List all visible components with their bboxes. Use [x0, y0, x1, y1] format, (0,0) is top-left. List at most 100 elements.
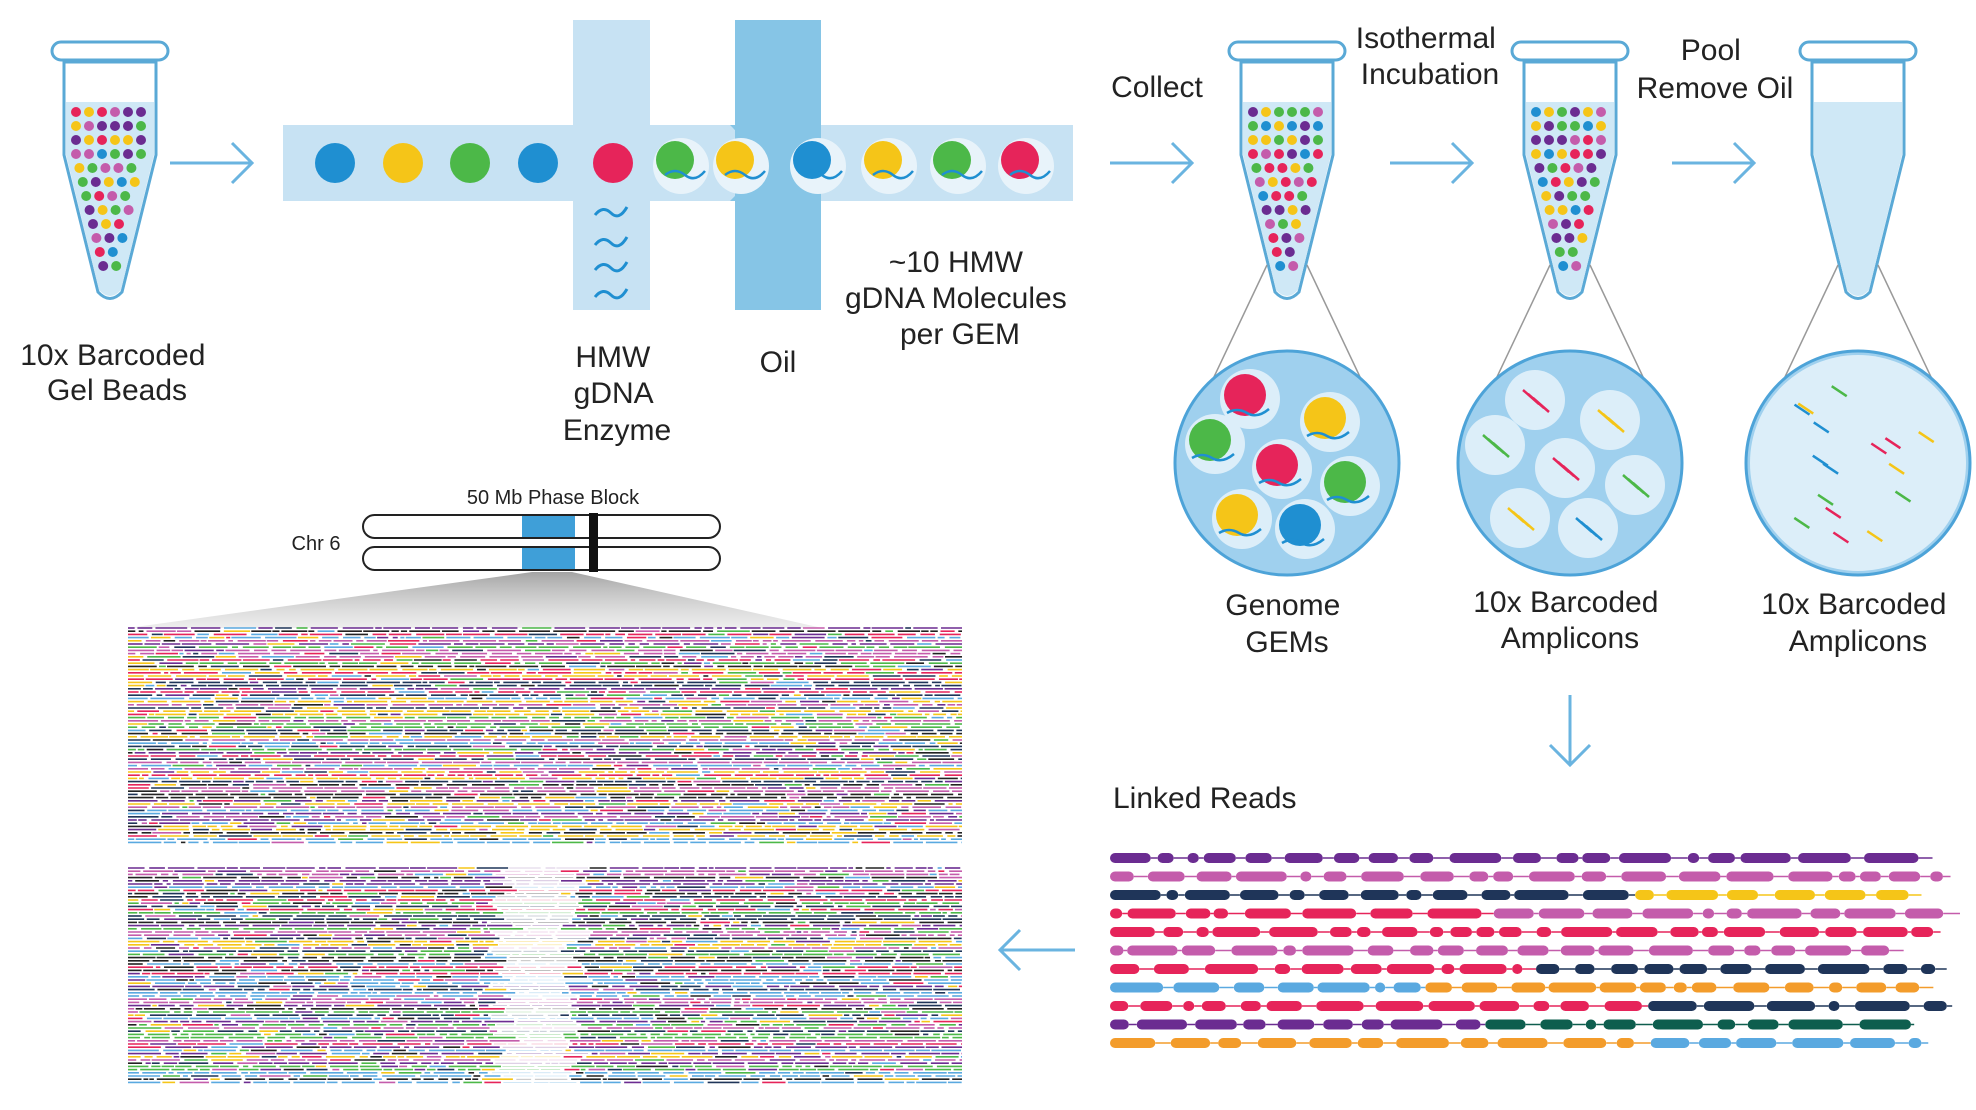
incubation-tube — [1510, 40, 1630, 300]
arrow-right-4 — [1672, 141, 1757, 185]
linked-read-segment — [1284, 853, 1323, 863]
linked-read-segment — [1585, 1019, 1597, 1030]
linked-read-segment — [1127, 908, 1176, 919]
gel-bead — [1254, 177, 1265, 187]
gel-bead — [1251, 163, 1262, 173]
gel-bead — [1275, 261, 1286, 271]
linked-read-segment — [1774, 890, 1816, 900]
gel-bead — [110, 135, 120, 145]
gel-bead — [1300, 121, 1310, 131]
linked-read-segment — [1560, 945, 1595, 956]
gel-bead — [1583, 135, 1593, 145]
linked-read-segment — [1703, 1001, 1755, 1011]
linked-read-segment — [1196, 927, 1209, 937]
gel-beads-tube — [50, 40, 170, 300]
linked-read-segment — [1639, 982, 1666, 993]
linked-read-segment — [1356, 927, 1371, 937]
gel-bead — [1313, 149, 1323, 159]
pooled-tube — [1798, 40, 1918, 300]
linked-read-segment — [1110, 1001, 1129, 1011]
linked-read-segment — [1374, 982, 1386, 993]
linked-read-segment — [1195, 1019, 1237, 1030]
linked-read-segment — [1409, 945, 1434, 956]
linked-read-segment — [1687, 853, 1700, 863]
linked-read-segment — [1425, 982, 1453, 993]
linked-read-segment — [1698, 1038, 1732, 1048]
linked-read-segment — [1642, 908, 1694, 919]
gel-bead — [1564, 233, 1575, 243]
gem-dna-strand — [941, 169, 983, 180]
gel-bead — [90, 177, 101, 187]
linked-read-segment — [1184, 890, 1230, 900]
linked-read-segment — [1679, 964, 1708, 974]
gel-bead — [1271, 191, 1282, 201]
linked-read-segment — [1863, 853, 1919, 863]
linked-read-segment — [1650, 1038, 1690, 1048]
gem-dna-strand — [1191, 453, 1235, 462]
linked-read-segment — [1616, 1038, 1634, 1048]
gel-bead — [1278, 219, 1288, 229]
linked-read-segment — [1257, 1038, 1297, 1048]
linked-read-segment — [1277, 982, 1314, 993]
arrow-left — [997, 928, 1075, 972]
linked-read-segment — [1844, 908, 1896, 919]
barcoded-amplicon — [1632, 482, 1650, 498]
gel-bead — [97, 149, 107, 159]
gel-bead — [1287, 107, 1297, 117]
gel-bead — [1557, 121, 1567, 131]
arrow-right-1 — [170, 141, 255, 185]
gel-bead — [88, 219, 98, 229]
linked-read-segment — [1717, 1019, 1736, 1030]
gem-dna-strand — [872, 169, 914, 180]
gel-bead — [1300, 205, 1311, 215]
linked-read-segment — [1300, 871, 1312, 882]
linked-read-segment — [1147, 871, 1185, 882]
pooled-amplicon — [1918, 430, 1935, 444]
gel-bead — [1544, 205, 1555, 215]
linked-read-segment — [1920, 964, 1936, 974]
gem-bead — [933, 141, 971, 179]
gem-bead — [1224, 374, 1266, 416]
gel-bead — [1300, 107, 1310, 117]
linked-read-segment — [1604, 1001, 1643, 1011]
linked-read-segment — [1849, 1038, 1896, 1048]
pooled-amplicon — [1884, 437, 1902, 450]
gel-bead — [71, 121, 81, 131]
linked-read-segment — [1540, 1019, 1573, 1030]
gel-bead — [1267, 177, 1278, 187]
channel-bead — [518, 143, 558, 183]
hmw-dna-strand — [593, 288, 629, 300]
gel-bead — [110, 149, 120, 159]
gel-bead — [1548, 219, 1558, 229]
linked-read-segment — [1908, 1038, 1922, 1048]
gel-bead — [1261, 149, 1271, 159]
phased-reads-haplotype-2 — [128, 867, 962, 1084]
linked-read-segment — [1512, 964, 1523, 974]
linked-read-segment — [1368, 853, 1399, 863]
gem-bead — [1324, 461, 1366, 503]
gel-bead — [123, 107, 133, 117]
gel-bead — [1261, 107, 1271, 117]
pooled-amplicon — [1825, 506, 1842, 519]
linked-read-segment — [1493, 871, 1514, 882]
linked-read-segment — [1582, 890, 1629, 900]
gel-bead — [1557, 205, 1568, 215]
pooled-amplicons-area — [1750, 355, 1966, 571]
gel-bead — [1577, 233, 1588, 243]
linked-read-segment — [1498, 927, 1522, 937]
gel-bead — [1297, 191, 1308, 201]
linked-read-segment — [1110, 927, 1155, 937]
barcoded-amplicon — [1562, 465, 1580, 481]
linked-read-segment — [1110, 964, 1140, 974]
gel-bead — [84, 205, 95, 215]
linked-read-segment — [1888, 871, 1921, 882]
gel-bead — [1274, 149, 1284, 159]
linked-read-segment — [1648, 1001, 1697, 1011]
hmw-dna-strands — [593, 206, 629, 300]
linked-read-segment — [1469, 871, 1489, 882]
gel-bead — [1596, 121, 1606, 131]
linked-read-segment — [1788, 871, 1833, 882]
linked-read-segment — [1231, 945, 1278, 956]
chromosome-6 — [362, 513, 721, 572]
arrow-down — [1548, 695, 1592, 768]
